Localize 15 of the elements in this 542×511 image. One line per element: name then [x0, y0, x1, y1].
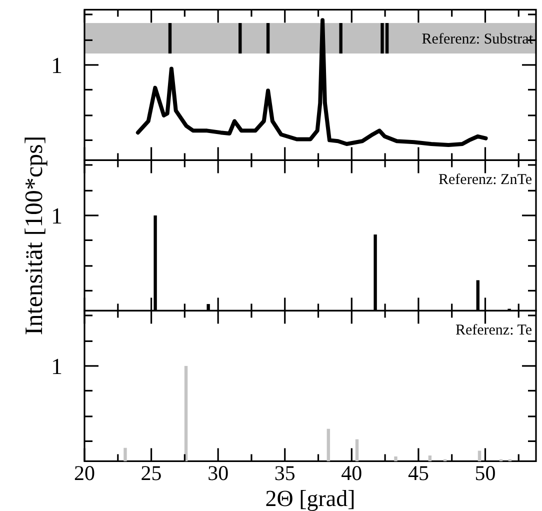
annotation: Referenz: ZnTe [438, 172, 532, 188]
y-tick-label: 1 [51, 354, 62, 379]
x-tick-label: 25 [140, 461, 162, 486]
x-tick-label: 50 [474, 461, 496, 486]
x-axis-title: 2Θ [grad] [265, 486, 356, 511]
y-tick-label: 1 [51, 52, 62, 78]
annotation: Referenz: Te [455, 322, 532, 339]
x-tick-label: 20 [74, 461, 95, 486]
x-tick-label: 45 [408, 461, 429, 486]
x-tick-label: 40 [341, 461, 362, 486]
y-axis-title: Intensität [100*cps] [21, 136, 48, 336]
y-tick-label: 1 [51, 203, 62, 228]
x-tick-label: 30 [208, 461, 229, 486]
band-label: Referenz: Substrat [422, 31, 534, 48]
x-tick-label: 35 [274, 461, 296, 486]
